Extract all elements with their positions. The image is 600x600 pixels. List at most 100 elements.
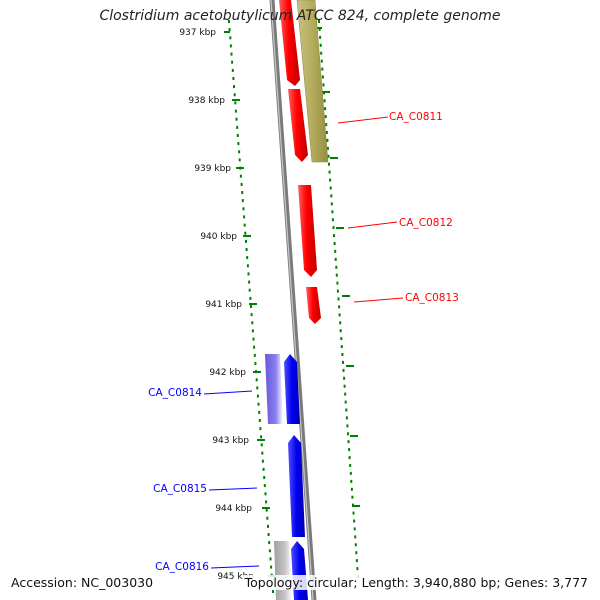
guide-dot	[343, 384, 346, 388]
guide-dot	[318, 27, 321, 31]
gray-gene-feature[interactable]	[274, 541, 292, 600]
guide-dot	[348, 448, 351, 452]
guide-dot	[268, 541, 271, 545]
guide-dot	[256, 394, 259, 398]
guide-dot	[243, 215, 246, 219]
scale-tick-label: 939 kbp	[194, 164, 231, 174]
guide-dot	[334, 249, 337, 253]
leader-line	[353, 297, 404, 303]
guide-dot	[333, 242, 336, 245]
guide-dot	[248, 280, 251, 284]
guide-dot	[336, 281, 339, 285]
guide-dot	[329, 178, 332, 182]
guide-dot	[324, 107, 327, 111]
olive-gene-feature[interactable]	[296, 0, 329, 163]
guide-dot	[329, 186, 332, 190]
guide-dot	[246, 264, 249, 268]
guide-dot	[354, 543, 357, 547]
guide-dot	[341, 353, 344, 356]
guide-dot	[234, 101, 237, 105]
guide-dot	[229, 44, 232, 48]
guide-dot	[241, 199, 244, 203]
leader-line	[203, 390, 253, 395]
scale-tick-label: 943 kbp	[212, 436, 249, 446]
guide-dot	[345, 416, 348, 420]
guide-dot	[355, 551, 358, 555]
guide-dot	[319, 35, 322, 39]
gene-feature-ca-c0815[interactable]	[288, 435, 305, 537]
guide-dot	[326, 146, 329, 150]
guide-dot	[331, 210, 334, 214]
gene-label-ca-c0816[interactable]: CA_C0816	[155, 561, 209, 573]
guide-dot	[233, 93, 236, 97]
guide-dot	[264, 492, 267, 496]
guide-dot	[328, 162, 330, 166]
guide-dot	[345, 408, 348, 412]
gene-label-ca-c0812[interactable]: CA_C0812	[399, 217, 453, 229]
guide-dot	[350, 487, 353, 491]
guide-dot	[347, 432, 349, 436]
gene-label-ca-c0811[interactable]: CA_C0811	[389, 111, 443, 123]
guide-dot	[336, 289, 339, 293]
guide-dot	[319, 43, 322, 47]
guide-dot	[245, 248, 248, 251]
guide-dot	[242, 207, 245, 211]
guide-dot	[353, 527, 356, 531]
guide-dot	[342, 368, 345, 372]
lavender-gene-feature[interactable]	[265, 354, 283, 424]
leader-line	[210, 565, 260, 569]
guide-dot	[228, 20, 230, 23]
gene-feature-ca-c0816[interactable]	[291, 541, 308, 600]
scale-tick-label: 944 kbp	[215, 504, 252, 514]
guide-dot	[333, 234, 335, 238]
guide-dot	[338, 313, 341, 317]
scale-tick-label: 938 kbp	[188, 96, 225, 106]
guide-dot	[245, 239, 247, 243]
leader-line	[337, 116, 389, 124]
guide-dot	[332, 226, 335, 230]
guide-dot	[247, 272, 250, 276]
guide-dot	[259, 427, 262, 431]
guide-dot	[339, 321, 342, 325]
guide-dot	[350, 479, 353, 483]
guide-dot	[323, 99, 326, 103]
guide-dot	[244, 231, 247, 235]
guide-dot	[344, 392, 347, 396]
guide-dot	[327, 154, 330, 158]
guide-dot	[349, 464, 352, 467]
guide-dot	[249, 296, 252, 300]
guide-dot	[322, 83, 325, 87]
guide-dot	[272, 590, 274, 593]
guide-dot	[232, 77, 235, 80]
leader-line	[347, 221, 398, 229]
guide-dot	[268, 549, 271, 553]
guide-dot	[236, 125, 239, 129]
gene-label-leaders	[203, 116, 404, 569]
guide-dot	[347, 440, 350, 444]
guide-dot	[237, 142, 240, 146]
gene-feature-ca-c0812[interactable]	[298, 185, 317, 277]
guide-dot	[326, 138, 329, 142]
guide-dot	[354, 535, 357, 539]
guide-dot	[230, 52, 233, 56]
guide-dot	[340, 345, 343, 349]
guide-dot	[324, 115, 327, 119]
guide-dot	[235, 117, 238, 121]
gene-feature-ca-c0811[interactable]	[288, 89, 308, 162]
guide-dot	[251, 329, 254, 333]
guide-dot	[260, 443, 263, 447]
gene-feature-ca-c0813[interactable]	[306, 287, 321, 324]
guide-dot	[342, 360, 344, 364]
guide-dot	[258, 419, 261, 422]
guide-dot	[321, 75, 324, 79]
gene-label-ca-c0813[interactable]: CA_C0813	[405, 292, 459, 304]
guide-dot	[355, 559, 358, 563]
gene-label-ca-c0814[interactable]: CA_C0814	[148, 387, 202, 399]
gene-feature-ca-c0814[interactable]	[284, 354, 300, 424]
gene-feature-red[interactable]	[279, 0, 300, 86]
gene-label-ca-c0815[interactable]: CA_C0815	[153, 483, 207, 495]
guide-dot	[255, 378, 258, 382]
guide-dot	[343, 376, 346, 380]
guide-dot	[250, 313, 253, 317]
guide-dot	[344, 400, 347, 404]
